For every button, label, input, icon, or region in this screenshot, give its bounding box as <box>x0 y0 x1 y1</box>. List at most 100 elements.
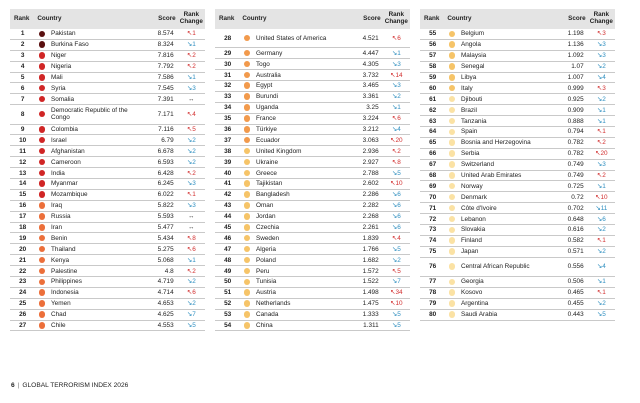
table-row: 65 Bosnia and Herzegovina 0.782 ↖2 <box>420 137 615 149</box>
arrow-down-icon: ↘ <box>186 300 193 308</box>
rank-change-value: 1 <box>602 117 606 125</box>
table-row: 9 Colombia 7.116 ↖5 <box>10 124 205 136</box>
impact-level-dot <box>448 150 456 157</box>
impact-level-dot <box>38 95 46 103</box>
rank-change-value: 10 <box>395 300 403 308</box>
table-row: 78 Kosovo 0.465 ↖1 <box>420 287 615 299</box>
rank-change-cell: ↖6 <box>382 29 410 49</box>
country-cell: Austria <box>253 287 348 299</box>
impact-level-dot <box>243 169 251 177</box>
score-cell: 7.816 <box>142 50 178 62</box>
rank-change-cell: ↘5 <box>177 320 205 332</box>
score-cell: 5.822 <box>142 200 178 212</box>
rank-cell: 47 <box>215 243 241 256</box>
country-cell: Ukraine <box>253 156 348 169</box>
rank-cell: 23 <box>10 276 36 288</box>
impact-level-dot <box>38 202 46 209</box>
arrow-down-icon: ↘ <box>391 213 398 221</box>
impact-level-dot <box>448 237 456 244</box>
dot-cell <box>240 189 254 201</box>
score-cell: 3.465 <box>347 80 383 92</box>
score-cell: 3.732 <box>347 69 383 81</box>
impact-level-dot <box>243 256 251 264</box>
header-rank: Rank <box>215 9 241 29</box>
rank-change-cell: ↘3 <box>587 50 615 62</box>
arrow-down-icon: ↘ <box>391 49 398 57</box>
rank-change-cell: ↘1 <box>382 47 410 60</box>
header-rank-change: Rank Change <box>587 9 615 29</box>
impact-level-dot <box>38 180 46 187</box>
arrow-down-icon: ↘ <box>186 84 193 92</box>
rank-change-cell: ↖20 <box>587 148 615 160</box>
dot-cell <box>240 178 254 190</box>
dot-cell <box>445 115 459 128</box>
rank-change-cell: ↘4 <box>382 124 410 136</box>
rank-change-value: 1 <box>397 49 401 57</box>
impact-level-dot <box>448 74 456 81</box>
country-cell: Niger <box>48 50 143 62</box>
table-row: 49 Peru 1.572 ↖5 <box>215 265 410 277</box>
header-row: Rank Country Score Rank Change <box>215 9 410 29</box>
score-cell: 1.136 <box>552 39 588 51</box>
dot-cell <box>445 72 459 84</box>
dot-cell <box>240 276 254 288</box>
rank-change-cell: ↘5 <box>382 167 410 179</box>
score-cell: 7.586 <box>142 72 178 84</box>
table-row: 23 Philippines 4.719 ↘2 <box>10 276 205 288</box>
country-cell: Georgia <box>458 276 553 288</box>
country-cell: Indonesia <box>48 287 143 299</box>
table-row: 59 Libya 1.007 ↘4 <box>420 72 615 84</box>
impact-level-dot <box>243 60 251 68</box>
table-row: 31 Australia 3.732 ↖14 <box>215 69 410 81</box>
rank-cell: 60 <box>420 82 446 95</box>
header-rank-change: Rank Change <box>177 9 205 29</box>
rank-cell: 68 <box>420 170 446 182</box>
table-row: 11 Afghanistan 6.678 ↘2 <box>10 145 205 158</box>
table-row: 53 Canada 1.333 ↘5 <box>215 309 410 321</box>
ranking-table: Rank Country Score Rank Change 55 Belgium 1.19… <box>420 9 615 321</box>
rank-change-cell: ↖2 <box>177 61 205 73</box>
rank-change-cell: ↖4 <box>382 232 410 245</box>
dot-cell <box>240 91 254 103</box>
rank-change-cell: ↘6 <box>587 213 615 226</box>
rank-change-cell: ↘5 <box>382 309 410 321</box>
score-cell: 1.007 <box>552 72 588 84</box>
impact-level-dot <box>243 115 251 122</box>
table-row: 55 Belgium 1.198 ↖3 <box>420 29 615 40</box>
rank-change-value: 5 <box>397 311 401 319</box>
dot-cell <box>240 145 254 158</box>
table-row: 60 Italy 0.999 ↖3 <box>420 82 615 95</box>
rank-change-value: 3 <box>192 202 196 210</box>
rank-change-cell: ↘1 <box>587 276 615 288</box>
country-cell: Kosovo <box>458 287 553 299</box>
country-cell: Bangladesh <box>253 189 348 201</box>
table-row: 69 Norway 0.725 ↘1 <box>420 180 615 193</box>
arrow-down-icon: ↘ <box>186 311 193 319</box>
score-cell: 4.447 <box>347 47 383 60</box>
dot-cell <box>35 156 49 169</box>
rank-change-cell: ↔ <box>177 93 205 106</box>
header-rank: Rank <box>420 9 446 29</box>
arrow-up-icon: ↖ <box>186 30 193 38</box>
impact-level-dot <box>448 289 456 296</box>
dot-cell <box>35 50 49 62</box>
dot-cell <box>445 224 459 236</box>
impact-level-dot <box>243 278 251 285</box>
impact-level-dot <box>243 82 251 89</box>
rank-cell: 3 <box>10 50 36 62</box>
rank-change-cell: ↘2 <box>587 298 615 310</box>
score-cell: 1.839 <box>347 232 383 245</box>
rank-change-value: 2 <box>192 136 196 144</box>
rank-cell: 18 <box>10 222 36 234</box>
dot-cell <box>35 309 49 321</box>
rank-cell: 73 <box>420 224 446 236</box>
score-cell: 0.925 <box>552 93 588 106</box>
rank-change-value: 2 <box>602 63 606 71</box>
rank-change-cell: ↔ <box>177 222 205 234</box>
rank-change-cell: ↘3 <box>382 58 410 71</box>
rank-cell: 65 <box>420 137 446 149</box>
table-row: 10 Israel 6.79 ↘2 <box>10 134 205 147</box>
table-row: 76 Central African Republic 0.556 ↘4 <box>420 257 615 278</box>
arrow-up-icon: ↖ <box>186 169 193 177</box>
dot-cell <box>35 82 49 95</box>
